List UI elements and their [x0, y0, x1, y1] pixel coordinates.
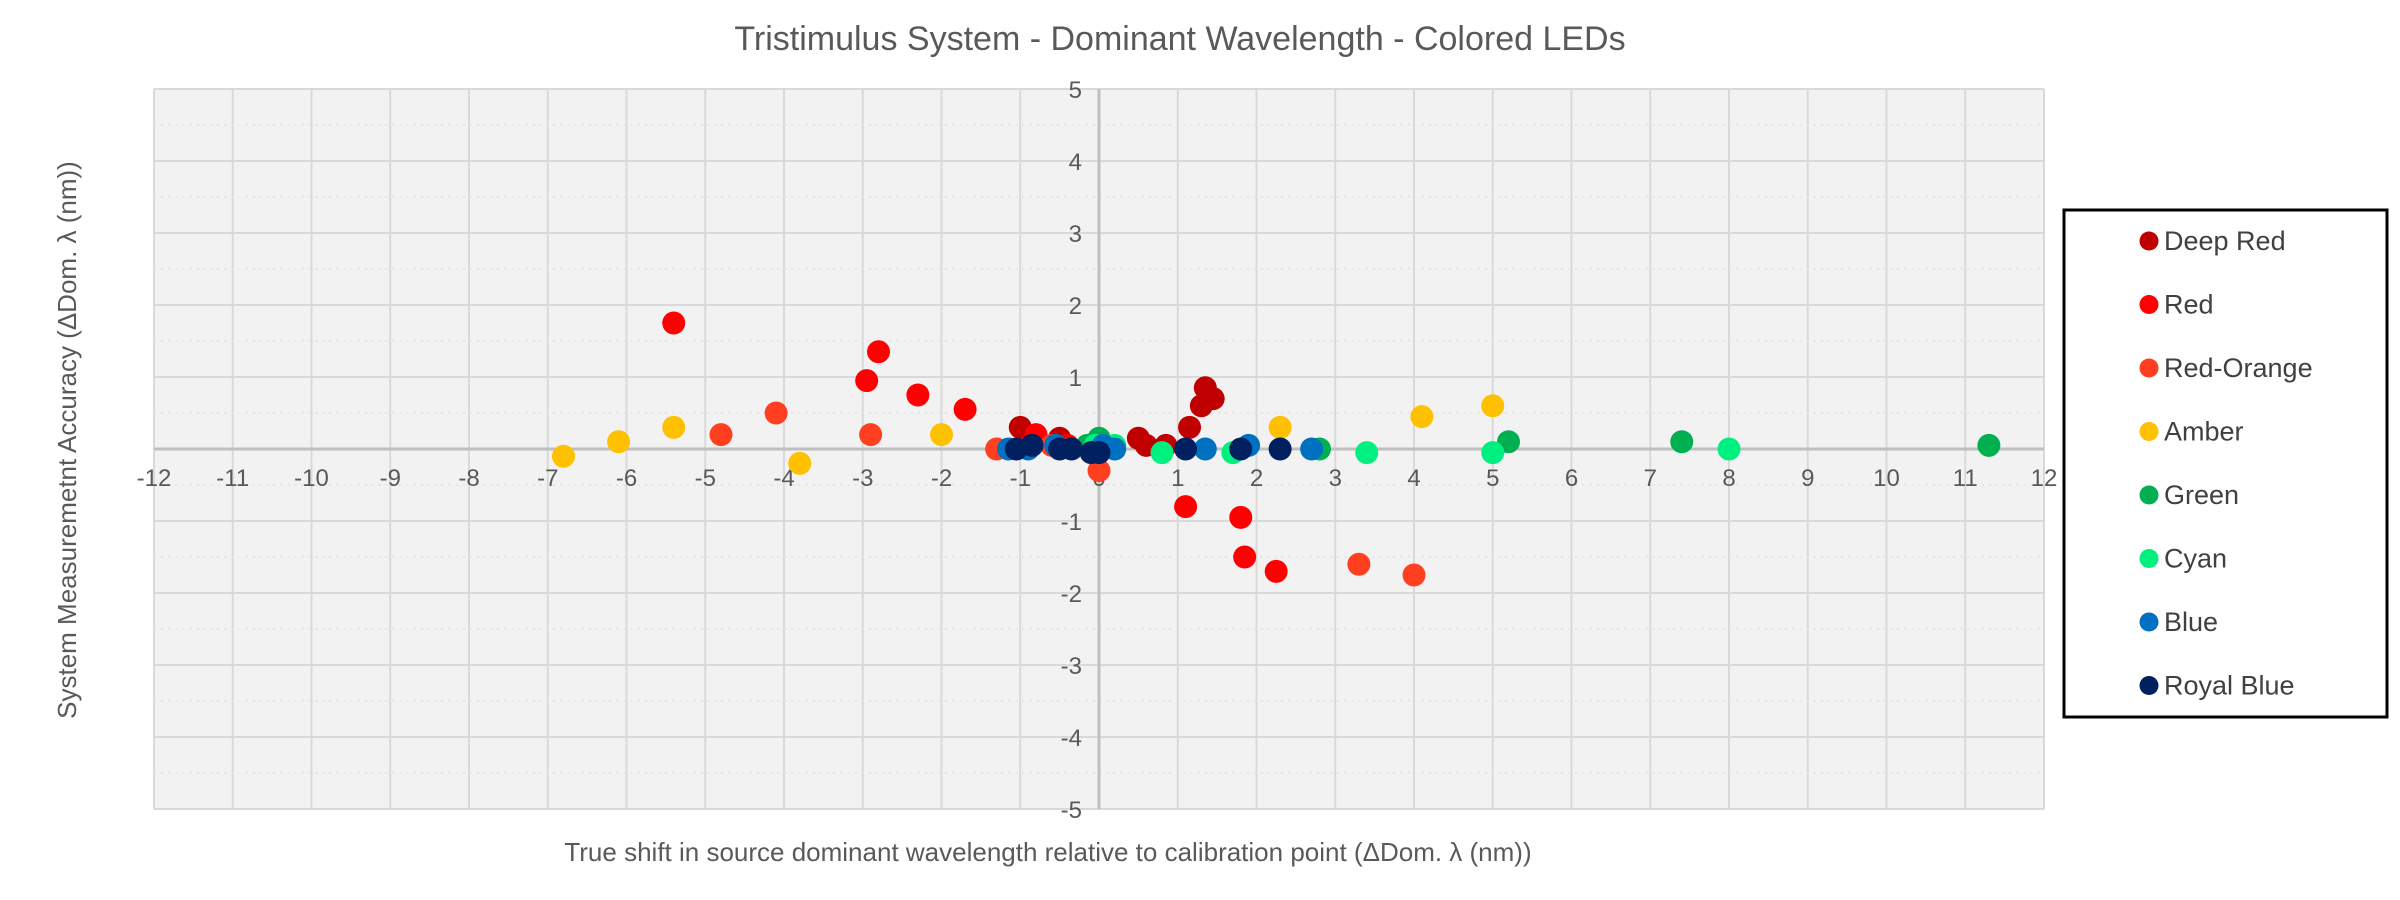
data-point-red-orange: [764, 401, 788, 425]
x-tick-label: 12: [2031, 465, 2058, 492]
y-axis-title: System Measuremetnt Accuracy (ΔDom. λ (n…: [52, 161, 82, 719]
data-point-amber: [1481, 394, 1505, 418]
data-point-cyan: [1717, 437, 1741, 461]
data-point-amber: [1410, 405, 1434, 429]
data-point-red-orange: [1347, 552, 1371, 576]
data-point-blue: [1193, 437, 1217, 461]
data-point-royal-blue: [1268, 437, 1292, 461]
data-point-cyan: [1355, 441, 1379, 465]
x-tick-label: 9: [1801, 465, 1814, 492]
legend-marker: [2139, 295, 2159, 314]
legend-label: Deep Red: [2164, 226, 2286, 256]
x-tick-label: -12: [137, 465, 172, 492]
x-tick-label: 3: [1329, 465, 1342, 492]
data-point-amber: [662, 415, 686, 439]
legend-box: [2062, 208, 2389, 719]
data-point-green: [1977, 433, 2001, 457]
legend-marker: [2139, 612, 2159, 632]
x-tick-label: -6: [616, 465, 637, 492]
data-point-red: [906, 383, 930, 407]
x-tick-label: -8: [458, 465, 479, 492]
y-tick-label: -3: [1061, 653, 1082, 680]
data-point-amber: [607, 430, 631, 454]
x-tick-label: -10: [294, 465, 329, 492]
legend-label: Cyan: [2164, 544, 2227, 574]
data-point-red-orange: [1402, 563, 1426, 587]
data-point-red-orange: [1087, 459, 1111, 483]
data-point-deep-red: [1201, 387, 1225, 411]
data-point-red: [1264, 559, 1288, 583]
legend-marker: [2139, 231, 2159, 251]
legend-label: Red-Orange: [2164, 353, 2313, 383]
legend-label: Red: [2164, 290, 2214, 320]
legend-label: Royal Blue: [2164, 671, 2295, 701]
data-point-royal-blue: [1229, 437, 1253, 461]
data-point-amber: [930, 423, 953, 447]
data-point-royal-blue: [1059, 437, 1083, 461]
y-tick-label: -1: [1061, 509, 1082, 536]
legend-label: Green: [2164, 480, 2239, 510]
x-tick-label: -2: [931, 465, 952, 492]
data-point-amber: [552, 444, 575, 468]
data-point-royal-blue: [1020, 433, 1044, 457]
x-tick-label: 7: [1644, 465, 1657, 492]
data-point-royal-blue: [1174, 437, 1198, 461]
x-tick-label: -11: [216, 465, 249, 492]
data-point-red: [1174, 495, 1198, 519]
data-point-red: [1233, 545, 1257, 569]
legend: Deep Red Red Red-Orange Amber Green Cyan Blue R…: [2062, 208, 2389, 719]
data-point-red: [662, 311, 686, 335]
data-point-deep-red: [1178, 415, 1202, 439]
x-tick-label: 2: [1250, 465, 1263, 492]
data-point-green: [1670, 430, 1694, 454]
x-tick-label: 8: [1722, 465, 1735, 492]
y-tick-label: -2: [1061, 581, 1082, 608]
x-tick-label: 1: [1171, 465, 1184, 492]
y-tick-label: 2: [1069, 293, 1082, 320]
data-point-red-orange: [709, 423, 733, 447]
legend-marker: [2139, 549, 2159, 568]
x-tick-label: -9: [380, 465, 401, 492]
data-point-blue: [1300, 437, 1324, 461]
y-tick-label: 5: [1069, 77, 1082, 104]
x-tick-label: -5: [695, 465, 716, 492]
data-point-red: [1229, 505, 1253, 529]
x-tick-label: 6: [1565, 465, 1578, 492]
x-tick-label: 10: [1873, 465, 1900, 492]
y-tick-label: 4: [1069, 149, 1082, 176]
legend-marker: [2139, 358, 2159, 378]
tick-labels: -12-11-10-9-8-7-6-5-4-3-2-10123456789101…: [137, 77, 2058, 824]
x-tick-label: -7: [537, 465, 558, 492]
x-tick-label: 11: [1953, 465, 1978, 492]
x-tick-label: -4: [773, 465, 794, 492]
data-point-red: [953, 397, 977, 421]
data-point-cyan: [1481, 441, 1505, 465]
data-point-red: [855, 369, 879, 393]
chart-title: Tristimulus System - Dominant Wavelength…: [734, 20, 1625, 58]
data-point-red-orange: [859, 423, 883, 447]
y-tick-label: -4: [1061, 725, 1082, 752]
x-tick-label: 4: [1407, 465, 1420, 492]
data-point-amber: [1268, 415, 1292, 439]
y-tick-label: -5: [1061, 797, 1082, 824]
y-tick-label: 3: [1069, 221, 1082, 248]
data-point-royal-blue: [1087, 441, 1111, 465]
legend-marker: [2139, 485, 2159, 505]
data-points: [552, 311, 2001, 587]
data-point-red: [867, 340, 890, 364]
legend-label: Blue: [2164, 607, 2218, 637]
legend-label: Amber: [2164, 417, 2244, 447]
legend-marker: [2139, 676, 2159, 695]
y-tick-label: 1: [1069, 365, 1082, 392]
data-point-amber: [788, 451, 812, 475]
x-tick-label: 5: [1486, 465, 1499, 492]
x-tick-label: -3: [852, 465, 873, 492]
legend-marker: [2139, 422, 2159, 441]
x-axis-title: True shift in source dominant wavelength…: [564, 837, 1531, 867]
x-tick-label: -1: [1010, 465, 1031, 492]
data-point-cyan: [1150, 441, 1174, 465]
